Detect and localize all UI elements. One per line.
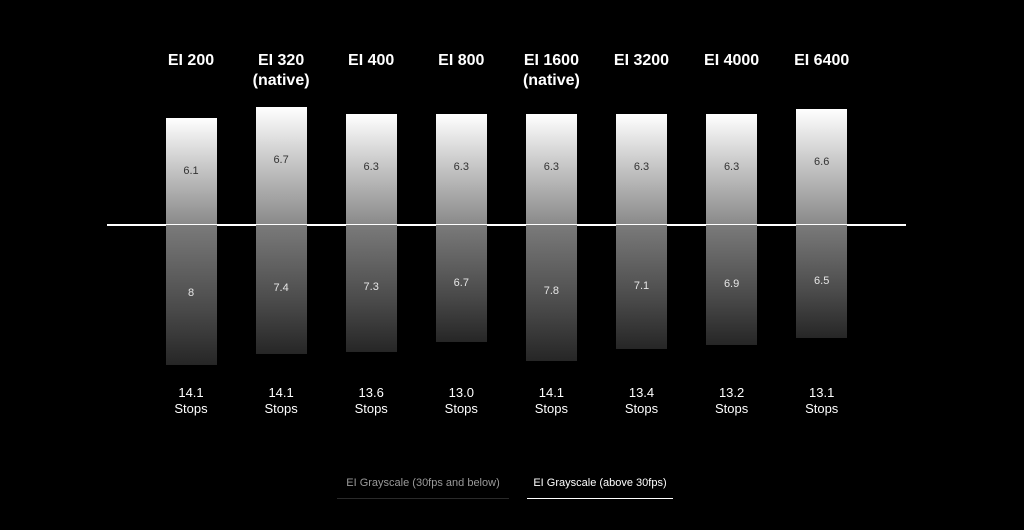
total-stops-value: 13.2 bbox=[718, 385, 745, 400]
bar-lower bbox=[345, 225, 397, 353]
bar-value-label-lower: 7.1 bbox=[633, 279, 650, 292]
total-stops-value: 14.1 bbox=[178, 385, 204, 400]
bar-lower bbox=[255, 225, 307, 355]
total-stops-value: 13.4 bbox=[628, 385, 655, 400]
column-title: EI 1600 (native) bbox=[496, 51, 606, 91]
total-stops-value: 14.1 bbox=[538, 385, 565, 400]
bar-value-label-lower: 6.7 bbox=[453, 276, 469, 289]
bar-value-label-upper: 6.3 bbox=[453, 161, 469, 174]
total-stops-label: 13.4 Stops bbox=[597, 385, 687, 417]
column-title-line: EI 6400 bbox=[794, 52, 850, 69]
bar-value-label-upper: 6.3 bbox=[723, 161, 740, 174]
total-stops-unit: Stops bbox=[534, 401, 569, 416]
bar-upper bbox=[345, 114, 397, 224]
column-title-line: (native) bbox=[252, 72, 310, 89]
bar-upper bbox=[435, 114, 487, 224]
total-stops-value: 13.1 bbox=[809, 385, 835, 400]
tab-grayscale-30fps-and-below[interactable]: EI Grayscale (30fps and below) bbox=[337, 468, 509, 499]
column-title: EI 800 bbox=[406, 51, 516, 71]
total-stops-unit: Stops bbox=[264, 401, 298, 416]
bar-value-label-upper: 6.3 bbox=[363, 161, 379, 174]
total-stops-label: 14.1 Stops bbox=[146, 385, 236, 417]
column-title: EI 320 (native) bbox=[226, 51, 336, 91]
bar-lower bbox=[525, 225, 577, 362]
column-title-line: EI 800 bbox=[438, 52, 485, 69]
bar-value-label-upper: 6.3 bbox=[543, 161, 560, 174]
total-stops-label: 14.1 Stops bbox=[236, 385, 326, 417]
column-title: EI 400 bbox=[316, 51, 426, 71]
tab-grayscale-above-30fps[interactable]: EI Grayscale (above 30fps) bbox=[527, 468, 673, 499]
bar-value-label-lower: 7.4 bbox=[273, 282, 289, 295]
total-stops-label: 13.6 Stops bbox=[326, 385, 416, 417]
total-stops-value: 13.6 bbox=[358, 385, 384, 400]
column-title: EI 4000 bbox=[677, 51, 787, 71]
bar-upper bbox=[796, 108, 848, 224]
column-title-line: EI 400 bbox=[348, 52, 395, 69]
bar-lower bbox=[435, 225, 487, 342]
total-stops-label: 13.0 Stops bbox=[416, 385, 506, 417]
total-stops-label: 14.1 Stops bbox=[506, 385, 596, 417]
column-title-line: EI 320 bbox=[257, 52, 305, 69]
bar-value-label-lower: 8 bbox=[187, 286, 195, 299]
total-stops-label: 13.1 Stops bbox=[777, 385, 867, 417]
total-stops-unit: Stops bbox=[624, 401, 659, 416]
bar-value-label-lower: 6.9 bbox=[723, 278, 740, 291]
bar-value-label-lower: 6.5 bbox=[814, 275, 830, 288]
column-title-line: EI 200 bbox=[167, 52, 215, 69]
column-title-line: EI 3200 bbox=[613, 52, 670, 69]
total-stops-label: 13.2 Stops bbox=[687, 385, 777, 417]
column-title: EI 6400 bbox=[767, 51, 877, 71]
bar-upper bbox=[255, 107, 307, 224]
bar-value-label-upper: 6.1 bbox=[183, 164, 199, 177]
column-title: EI 200 bbox=[136, 51, 246, 71]
bar-lower bbox=[796, 225, 848, 339]
bar-value-label-lower: 7.8 bbox=[543, 285, 560, 298]
bar-lower bbox=[616, 225, 667, 349]
total-stops-unit: Stops bbox=[714, 401, 749, 416]
bar-upper bbox=[706, 114, 758, 224]
total-stops-unit: Stops bbox=[354, 401, 388, 416]
bar-value-label-lower: 7.3 bbox=[363, 281, 379, 294]
column-title: EI 3200 bbox=[587, 51, 697, 71]
total-stops-unit: Stops bbox=[805, 401, 839, 416]
bar-value-label-upper: 6.3 bbox=[633, 161, 650, 174]
bar-upper bbox=[616, 114, 667, 224]
column-title-line: (native) bbox=[522, 72, 580, 89]
column-title-line: EI 4000 bbox=[704, 52, 760, 69]
column-title-line: EI 1600 bbox=[523, 52, 579, 69]
bar-lower bbox=[706, 225, 758, 346]
bar-value-label-upper: 6.6 bbox=[814, 155, 830, 168]
bar-upper bbox=[525, 114, 577, 224]
bar-lower bbox=[165, 225, 217, 365]
bar-upper bbox=[165, 117, 217, 224]
bar-value-label-upper: 6.7 bbox=[273, 154, 289, 167]
total-stops-unit: Stops bbox=[174, 401, 208, 416]
total-stops-value: 13.0 bbox=[448, 385, 474, 400]
middle-gray-line bbox=[107, 224, 906, 226]
total-stops-unit: Stops bbox=[444, 401, 478, 416]
total-stops-value: 14.1 bbox=[268, 385, 294, 400]
